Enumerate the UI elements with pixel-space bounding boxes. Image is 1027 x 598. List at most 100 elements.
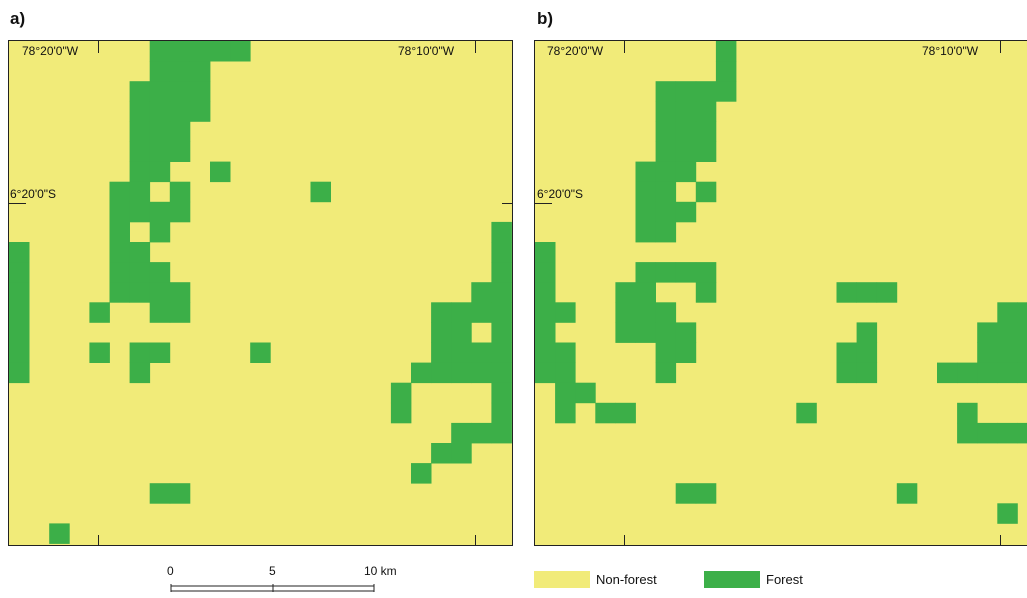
forest-cell — [149, 61, 171, 82]
forest-cell — [169, 61, 191, 82]
forest-cell — [535, 242, 556, 263]
forest-cell — [655, 322, 677, 343]
forest-cell — [129, 342, 151, 363]
forest-cell — [149, 282, 171, 303]
forest-cell — [615, 302, 636, 323]
forest-cell — [876, 282, 898, 303]
forest-cell — [431, 302, 452, 323]
forest-cell — [635, 201, 656, 223]
forest-cell — [695, 141, 717, 162]
forest-cell — [977, 322, 998, 343]
forest-cell — [9, 242, 30, 263]
forest-cell — [149, 262, 171, 283]
forest-cell — [491, 221, 512, 243]
map-b-lon-right-tick — [1000, 40, 1001, 53]
map-a-bottom-tick-right — [475, 535, 476, 546]
forest-cell — [451, 443, 472, 464]
forest-cell — [675, 201, 697, 223]
forest-cell — [997, 503, 1018, 524]
forest-cell — [149, 221, 171, 243]
forest-cell — [491, 302, 512, 323]
forest-cell — [169, 101, 191, 122]
map-b-bottom-tick-left — [624, 535, 625, 546]
scale-label-10km: 10 km — [364, 564, 397, 578]
forest-cell — [451, 422, 472, 444]
forest-cell — [169, 81, 191, 102]
forest-cell — [655, 121, 677, 142]
forest-cell — [129, 121, 151, 142]
forest-cell — [695, 181, 717, 203]
forest-cell — [9, 342, 30, 363]
forest-cell — [695, 101, 717, 122]
forest-cell — [129, 141, 151, 162]
forest-cell — [535, 362, 556, 384]
forest-cell — [655, 141, 677, 162]
forest-map-b-raster — [535, 41, 1027, 545]
panel-label-a: a) — [10, 9, 26, 28]
forest-cell — [451, 322, 472, 343]
forest-cell — [411, 463, 432, 484]
forest-cell — [9, 362, 30, 384]
forest-cell — [836, 282, 857, 303]
forest-cell — [997, 342, 1018, 363]
forest-cell — [149, 161, 171, 183]
forest-cell — [189, 81, 211, 102]
forest-cell — [471, 422, 492, 444]
forest-cell — [535, 322, 556, 343]
map-a-lon-left-tick — [98, 40, 99, 53]
forest-cell — [189, 61, 211, 82]
map-a-lon-right-tick — [475, 40, 476, 53]
forest-cell — [9, 262, 30, 283]
forest-map-a-raster — [9, 41, 512, 545]
forest-cell — [555, 342, 576, 363]
map-b-lat-label: 6°20'0"S — [537, 187, 584, 201]
forest-cell — [210, 41, 231, 62]
forest-cell — [997, 302, 1018, 323]
forest-cell — [675, 141, 697, 162]
forest-cell — [856, 322, 878, 343]
forest-cell — [896, 483, 918, 504]
forest-cell — [149, 141, 171, 162]
forest-cell — [655, 81, 677, 102]
forest-cell — [635, 262, 656, 283]
forest-cell — [169, 483, 191, 504]
forest-cell — [977, 342, 998, 363]
forest-cell — [189, 101, 211, 122]
forest-cell — [129, 81, 151, 102]
forest-cell — [555, 402, 576, 424]
forest-cell — [937, 362, 958, 384]
forest-cell — [491, 402, 512, 424]
forest-cell — [129, 101, 151, 122]
forest-cell — [615, 322, 636, 343]
forest-cell — [9, 322, 30, 343]
forest-cell — [535, 302, 556, 323]
forest-cell — [169, 201, 191, 223]
forest-cell — [491, 262, 512, 283]
map-b-lon-left-label: 78°20'0"W — [547, 44, 604, 58]
forest-cell — [555, 302, 576, 323]
forest-cell — [431, 443, 452, 464]
forest-cell — [695, 81, 717, 102]
forest-cell — [230, 41, 251, 62]
forest-cell — [836, 342, 857, 363]
forest-cell — [635, 181, 656, 203]
forest-cell — [635, 322, 656, 343]
forest-swatch — [704, 570, 760, 588]
forest-cell — [491, 242, 512, 263]
forest-cell — [491, 422, 512, 444]
forest-cell — [169, 181, 191, 203]
forest-cell — [109, 282, 130, 303]
map-b-lat-tick-left — [534, 203, 552, 204]
forest-cell — [491, 282, 512, 303]
map-a-lon-right-label: 78°10'0"W — [398, 44, 455, 58]
forest-cell — [655, 101, 677, 122]
forest-cell — [655, 302, 677, 323]
forest-cell — [89, 342, 110, 363]
forest-cell — [129, 161, 151, 183]
forest-cell — [169, 41, 191, 62]
forest-cell — [595, 402, 616, 424]
forest-cell — [169, 302, 191, 323]
forest-cell — [977, 362, 998, 384]
forest-cell — [431, 342, 452, 363]
forest-cell — [675, 262, 697, 283]
